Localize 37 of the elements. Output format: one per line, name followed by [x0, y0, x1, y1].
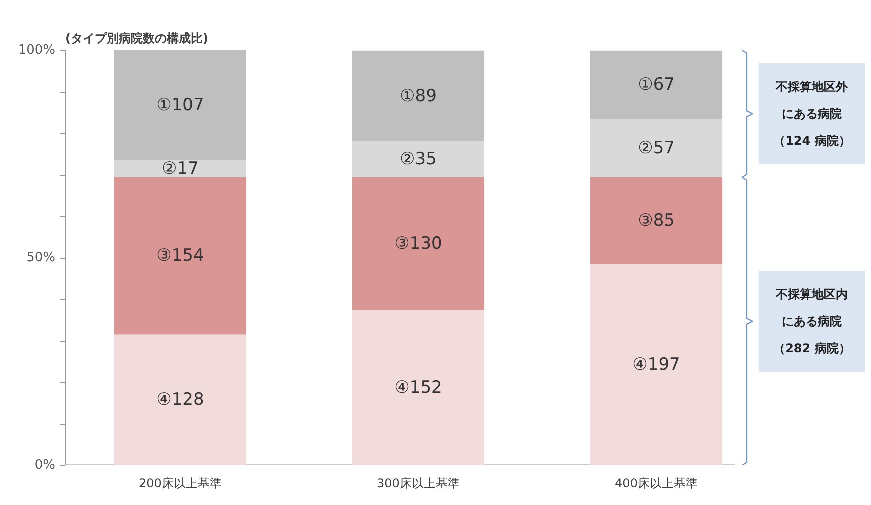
data-label: ②57: [638, 138, 675, 158]
data-label: ①67: [638, 75, 675, 96]
bar: [114, 160, 247, 178]
data-label: ③130: [394, 234, 442, 254]
text: 不採算地区外: [775, 80, 850, 94]
y-tick-label: 100%: [18, 43, 56, 58]
x-tick-label: 400床以上基準: [615, 476, 698, 490]
text: （124 病院）: [774, 134, 851, 148]
x-tick-label: 200床以上基準: [139, 476, 222, 490]
x-tick-label: 300床以上基準: [377, 476, 460, 490]
text: にある病院: [782, 314, 842, 328]
bar: [352, 142, 485, 178]
text: （282 病院）: [774, 341, 851, 356]
data-label: ②17: [162, 158, 199, 179]
text: 不採算地区内: [775, 287, 848, 302]
y-tick-label: 50%: [26, 250, 56, 266]
bar: [114, 334, 247, 466]
data-label: ④128: [156, 390, 204, 410]
data-label: ①107: [156, 95, 204, 116]
text: にある病院: [782, 106, 842, 121]
bar: [114, 50, 247, 160]
data-label: ④152: [394, 378, 442, 398]
bar: [590, 50, 723, 120]
data-label: ④197: [632, 354, 680, 375]
y-tick-label: 0%: [34, 458, 56, 473]
data-label: ③85: [638, 210, 675, 231]
bar: [352, 177, 485, 310]
data-label: ②35: [400, 150, 437, 170]
data-label: ③154: [156, 246, 204, 266]
bar: [352, 50, 485, 142]
bar: [352, 310, 485, 466]
bar: [590, 264, 723, 466]
bar: [590, 119, 723, 178]
bar: [590, 177, 723, 264]
bar: [114, 177, 247, 335]
chart-title: (タイプ別病院数の構成比): [66, 32, 208, 46]
data-label: ①89: [400, 86, 437, 106]
